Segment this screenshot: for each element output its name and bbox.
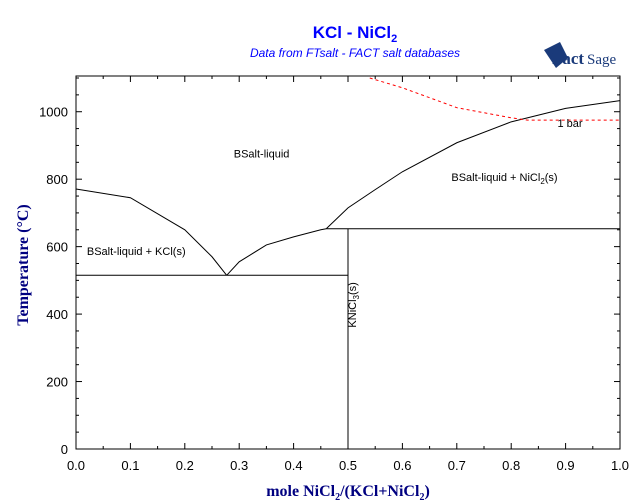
factsage-logo: Fact Sage — [544, 42, 617, 68]
x-tick-label: 0.0 — [67, 458, 85, 473]
x-axis-label: mole NiCl2/(KCl+NiCl2) — [266, 483, 430, 503]
y-tick-label: 1000 — [39, 105, 68, 120]
annotation: KNiCl3(s) — [347, 282, 361, 327]
x-tick-label: 0.7 — [448, 458, 466, 473]
x-tick-label: 0.3 — [230, 458, 248, 473]
y-tick-label: 400 — [46, 307, 68, 322]
y-tick-label: 600 — [46, 240, 68, 255]
svg-text:Fact: Fact — [552, 49, 584, 68]
x-tick-label: 0.5 — [339, 458, 357, 473]
x-tick-label: 0.1 — [121, 458, 139, 473]
x-tick-label: 0.4 — [285, 458, 303, 473]
x-tick-label: 0.2 — [176, 458, 194, 473]
series-knicl3-liquidus — [226, 228, 327, 276]
chart-title: KCl - NiCl2 — [313, 23, 398, 45]
annotation: 1 bar — [557, 118, 582, 130]
annotation: BSalt-liquid + NiCl2(s) — [451, 172, 557, 186]
x-tick-label: 0.9 — [557, 458, 575, 473]
series-kcl-liquidus — [75, 188, 228, 276]
y-tick-label: 0 — [61, 442, 68, 457]
annotation: BSalt-liquid + KCl(s) — [87, 246, 186, 258]
svg-text:Sage: Sage — [587, 52, 617, 68]
x-tick-label: 1.0 — [611, 458, 629, 473]
y-tick-label: 200 — [46, 375, 68, 390]
annotation: BSalt-liquid — [234, 148, 290, 160]
x-tick-label: 0.6 — [393, 458, 411, 473]
series-1-bar — [369, 77, 620, 121]
series-nicl2-liquidus — [325, 100, 621, 230]
y-tick-label: 800 — [46, 172, 68, 187]
y-axis-label: Temperature (°C) — [15, 204, 32, 325]
chart-subtitle: Data from FTsalt - FACT salt databases — [250, 46, 460, 60]
x-tick-label: 0.8 — [502, 458, 520, 473]
